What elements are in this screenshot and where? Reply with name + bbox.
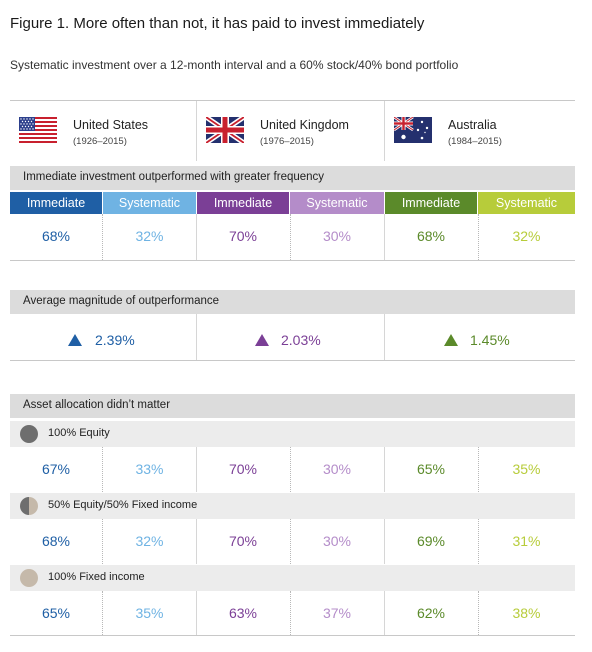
header-uk-immediate: Immediate — [197, 192, 289, 214]
value-au-systematic: 35% — [512, 461, 541, 477]
header-us-systematic: Systematic — [103, 192, 196, 214]
allocation-label: 100% Equity — [48, 427, 110, 439]
figure-title: Figure 1. More often than not, it has pa… — [10, 15, 425, 32]
value-au-systematic: 31% — [512, 533, 541, 549]
value-us-systematic: 32% — [135, 228, 164, 244]
value-au-systematic: 38% — [512, 605, 541, 621]
section-frequency: Immediate investment outperformed with g… — [10, 166, 575, 190]
column-divider — [196, 591, 197, 635]
dotted-divider — [478, 591, 479, 635]
value-us-immediate: 68% — [41, 228, 71, 244]
allocation-row-header: 100% Equity — [10, 421, 575, 447]
triangle-up-icon — [255, 334, 269, 346]
dotted-divider — [102, 591, 103, 635]
value-au-immediate: 69% — [416, 533, 446, 549]
value-us-immediate: 65% — [41, 605, 71, 621]
column-divider — [384, 314, 385, 360]
value-uk-immediate: 70% — [228, 228, 258, 244]
dotted-divider — [290, 447, 291, 492]
country-name: United States — [73, 118, 149, 132]
dotted-divider — [102, 214, 103, 260]
bottom-divider — [10, 635, 575, 636]
value-uk-immediate: 70% — [228, 533, 258, 549]
country-years: (1976–2015) — [260, 136, 314, 147]
australia-flag-icon — [394, 117, 432, 143]
magnitude-au: 1.45% — [470, 332, 510, 348]
dotted-divider — [290, 591, 291, 635]
header-uk-systematic: Systematic — [290, 192, 384, 214]
value-uk-systematic: 30% — [322, 533, 352, 549]
column-divider — [196, 214, 197, 260]
triangle-up-icon — [68, 334, 82, 346]
column-divider — [196, 447, 197, 492]
country-us: United States (1926–2015) — [10, 101, 197, 161]
value-uk-immediate: 70% — [228, 461, 258, 477]
allocation-row-header: 50% Equity/50% Fixed income — [10, 493, 575, 519]
value-uk-systematic: 30% — [322, 228, 352, 244]
section-divider — [10, 260, 575, 261]
section-label: Average magnitude of outperformance — [23, 295, 220, 307]
section-label: Asset allocation didn’t matter — [23, 399, 171, 411]
section-allocation: Asset allocation didn’t matter — [10, 394, 575, 418]
value-uk-immediate: 63% — [228, 605, 258, 621]
column-divider — [196, 314, 197, 360]
value-uk-systematic: 30% — [322, 461, 352, 477]
header-us-immediate: Immediate — [10, 192, 102, 214]
country-uk: United Kingdom (1976–2015) — [197, 101, 384, 161]
allocation-row-header: 100% Fixed income — [10, 565, 575, 591]
dotted-divider — [478, 519, 479, 564]
value-au-immediate: 65% — [416, 461, 446, 477]
us-flag-icon — [19, 117, 57, 143]
section-divider — [10, 360, 575, 361]
value-us-systematic: 32% — [135, 533, 164, 549]
value-us-immediate: 67% — [41, 461, 71, 477]
header-au-immediate: Immediate — [385, 192, 477, 214]
uk-flag-icon — [206, 117, 244, 143]
top-divider — [10, 100, 575, 101]
column-divider — [384, 447, 385, 492]
value-au-systematic: 32% — [512, 228, 541, 244]
section-magnitude: Average magnitude of outperformance — [10, 290, 575, 314]
country-name: Australia — [448, 118, 497, 132]
column-divider — [196, 101, 197, 161]
country-years: (1926–2015) — [73, 136, 127, 147]
country-name: United Kingdom — [260, 118, 349, 132]
half-equity-circle-icon — [20, 497, 38, 515]
value-uk-systematic: 37% — [322, 605, 352, 621]
value-au-immediate: 62% — [416, 605, 446, 621]
figure-subtitle: Systematic investment over a 12-month in… — [10, 58, 459, 72]
column-divider — [384, 519, 385, 564]
dotted-divider — [290, 519, 291, 564]
column-divider — [384, 101, 385, 161]
dotted-divider — [102, 447, 103, 492]
section-label: Immediate investment outperformed with g… — [23, 171, 325, 183]
value-au-immediate: 68% — [416, 228, 446, 244]
full-equity-circle-icon — [20, 425, 38, 443]
value-us-systematic: 35% — [135, 605, 164, 621]
country-years: (1984–2015) — [448, 136, 502, 147]
magnitude-us: 2.39% — [95, 332, 135, 348]
column-divider — [384, 214, 385, 260]
dotted-divider — [102, 519, 103, 564]
column-divider — [384, 591, 385, 635]
header-au-systematic: Systematic — [478, 192, 575, 214]
triangle-up-icon — [444, 334, 458, 346]
fixed-income-circle-icon — [20, 569, 38, 587]
country-australia: Australia (1984–2015) — [385, 101, 572, 161]
column-divider — [196, 519, 197, 564]
dotted-divider — [478, 447, 479, 492]
allocation-label: 50% Equity/50% Fixed income — [48, 499, 198, 511]
value-us-immediate: 68% — [41, 533, 71, 549]
magnitude-uk: 2.03% — [281, 332, 321, 348]
value-us-systematic: 33% — [135, 461, 164, 477]
allocation-label: 100% Fixed income — [48, 571, 145, 583]
dotted-divider — [478, 214, 479, 260]
dotted-divider — [290, 214, 291, 260]
